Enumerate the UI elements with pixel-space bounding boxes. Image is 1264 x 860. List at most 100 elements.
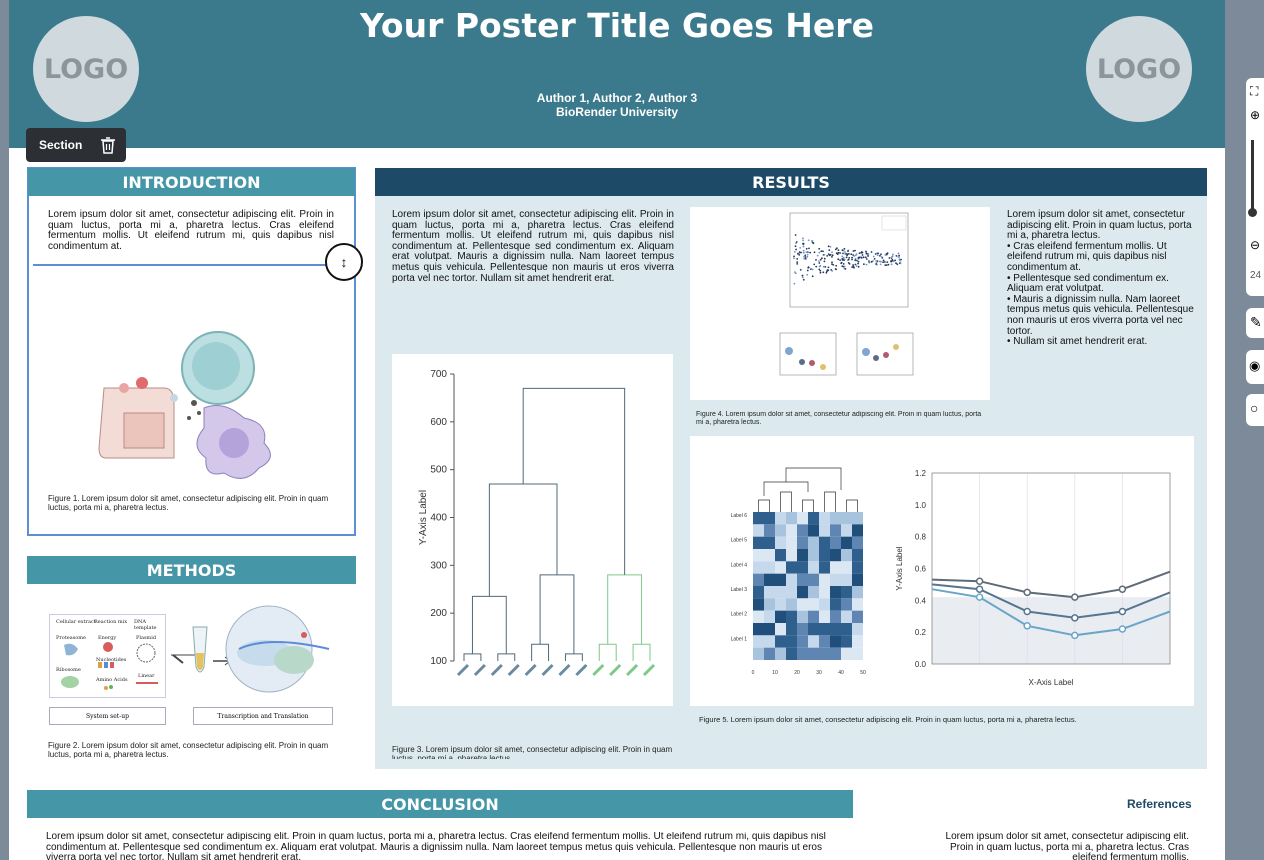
figure-5-panel[interactable]: Label 6 Label 5 Label 4 Label 3 Label 2 Label… <box>690 436 1194 706</box>
scatter-point <box>804 254 807 257</box>
figure-4-caption[interactable]: Figure 4. Lorem ipsum dolor sit amet, co… <box>696 411 982 426</box>
heatmap-row-label: Label 2 <box>731 612 748 618</box>
heatmap-cell <box>830 635 841 648</box>
introduction-text[interactable]: Lorem ipsum dolor sit amet, consectetur … <box>48 209 334 252</box>
scatter-point <box>844 253 846 255</box>
scatter-point <box>829 253 832 256</box>
scatter-point <box>826 270 828 273</box>
scatter-point <box>806 255 809 258</box>
leaf-label <box>507 663 520 677</box>
dendrogram-chart[interactable]: 100 200 300 400 500 600 700 Y-Axis Label <box>392 354 673 706</box>
line-chart[interactable]: 0.0 0.2 0.4 0.6 0.8 1.0 1.2 Y-Axis Label X-Axis … <box>880 436 1190 706</box>
scatter-point <box>796 263 799 265</box>
heatmap-cell <box>764 635 775 648</box>
heatmap-dendro-link <box>763 481 809 496</box>
scatter-point <box>802 249 805 252</box>
scatter-point <box>854 259 857 262</box>
figure-1-caption[interactable]: Figure 1. Lorem ipsum dolor sit amet, co… <box>48 494 329 512</box>
heatmap-dendro-link <box>824 491 836 512</box>
scatter-point <box>899 262 902 265</box>
heatmap-cell <box>852 524 863 537</box>
zoom-in-icon[interactable]: ⊕ <box>1250 108 1261 122</box>
references-heading[interactable]: References <box>1127 797 1192 811</box>
scatter-point <box>793 257 795 260</box>
heatmap-row-label: Label 4 <box>731 562 748 568</box>
scatter-point <box>876 254 879 256</box>
heatmap-cell <box>830 573 841 586</box>
heatmap-cell <box>764 647 775 660</box>
zoom-slider-track[interactable] <box>1251 140 1254 210</box>
authors[interactable]: Author 1, Author 2, Author 3 <box>536 91 698 105</box>
heatmap-chart[interactable]: Label 6 Label 5 Label 4 Label 3 Label 2 Label… <box>690 436 870 706</box>
scatter-points <box>793 234 902 285</box>
resize-handle[interactable]: ↕ <box>325 243 363 281</box>
scatter-point <box>857 257 860 260</box>
heatmap-x-tick: 0 <box>752 670 755 676</box>
transcription-illustration[interactable] <box>169 605 349 705</box>
results-text-left[interactable]: Lorem ipsum dolor sit amet, consectetur … <box>392 209 674 284</box>
heatmap-cell <box>797 536 808 549</box>
logo-right[interactable]: LOGO <box>1086 16 1192 122</box>
results-heading[interactable]: RESULTS <box>375 168 1207 196</box>
figure-5-caption[interactable]: Figure 5. Lorem ipsum dolor sit amet, co… <box>699 715 1077 724</box>
scatter-point <box>844 251 846 253</box>
zoom-slider-thumb[interactable] <box>1248 208 1257 217</box>
heatmap-cell <box>775 561 786 574</box>
cell-interaction-illustration[interactable] <box>94 328 284 488</box>
trash-icon[interactable] <box>100 136 116 154</box>
figure-3-caption[interactable]: Figure 3. Lorem ipsum dolor sit amet, co… <box>392 745 673 759</box>
introduction-heading[interactable]: INTRODUCTION <box>28 168 355 196</box>
heatmap-cell <box>808 647 819 660</box>
comment-tool[interactable]: ○ <box>1246 394 1264 426</box>
item-label: Energy <box>98 635 117 641</box>
figure-3-panel[interactable]: 100 200 300 400 500 600 700 Y-Axis Label <box>392 354 673 706</box>
scatter-point <box>865 252 868 255</box>
scatter-point <box>831 256 833 258</box>
scatter-point <box>890 263 893 266</box>
y-tick-label: 300 <box>430 560 447 571</box>
scatter-point <box>819 264 822 267</box>
system-setup-box[interactable]: System set-up <box>49 707 166 725</box>
scatter-point <box>797 252 799 255</box>
logo-left[interactable]: LOGO <box>33 16 139 122</box>
figure-4-panel[interactable] <box>690 207 990 400</box>
heatmap-dendro-link <box>758 499 770 512</box>
poster-canvas[interactable]: LOGO LOGO Your Poster Title Goes Here Au… <box>9 0 1225 860</box>
heatmap-cell <box>797 635 808 648</box>
fit-screen-icon[interactable]: ⛶ <box>1250 84 1259 98</box>
leaf-label <box>626 663 639 677</box>
scatter-point <box>831 263 833 265</box>
heatmap-cell <box>797 586 808 599</box>
scatter-point <box>858 252 861 254</box>
figure-2-caption[interactable]: Figure 2. Lorem ipsum dolor sit amet, co… <box>48 741 329 759</box>
poster-header[interactable]: LOGO LOGO Your Poster Title Goes Here Au… <box>9 0 1225 148</box>
view-tool[interactable]: ◉ <box>1246 350 1264 384</box>
poster-title[interactable]: Your Poster Title Goes Here <box>360 6 874 45</box>
zoom-panel[interactable]: ⛶ ⊕ ⊖ 24 <box>1246 78 1264 296</box>
affiliation[interactable]: BioRender University <box>555 105 679 119</box>
scatter-point <box>852 254 854 256</box>
right-tool-panel[interactable]: ⛶ ⊕ ⊖ 24 ✎ ◉ ○ <box>1236 0 1264 860</box>
section-toolbar[interactable]: Section <box>26 128 126 162</box>
results-text-right[interactable]: Lorem ipsum dolor sit amet, consectetur … <box>1007 209 1195 348</box>
data-point <box>1023 607 1031 616</box>
methods-heading[interactable]: METHODS <box>27 556 356 584</box>
transcription-box[interactable]: Transcription and Translation <box>193 707 333 725</box>
zoom-out-icon[interactable]: ⊖ <box>1250 238 1261 252</box>
scatter-point <box>877 252 880 255</box>
conclusion-heading[interactable]: CONCLUSION <box>27 790 853 818</box>
references-text[interactable]: Lorem ipsum dolor sit amet, consectetur … <box>945 832 1189 860</box>
heatmap-cell <box>797 647 808 660</box>
scatter-point <box>802 245 805 248</box>
scatter-point <box>839 252 841 254</box>
y-tick-label: 500 <box>430 465 447 476</box>
bullet-item: • Pellentesque sed condimentum ex. Aliqu… <box>1007 272 1169 295</box>
pen-tool[interactable]: ✎ <box>1246 308 1264 338</box>
heatmap-cell <box>786 647 797 660</box>
conclusion-text[interactable]: Lorem ipsum dolor sit amet, consectetur … <box>46 832 826 860</box>
methods-table-figure[interactable]: Cellular extract Reaction mix DNA templa… <box>49 614 166 698</box>
scatter-and-box-plots[interactable] <box>690 207 990 400</box>
series-line <box>931 570 1171 599</box>
item-label: Plasmid <box>136 635 157 641</box>
heatmap-x-tick: 20 <box>794 670 800 676</box>
